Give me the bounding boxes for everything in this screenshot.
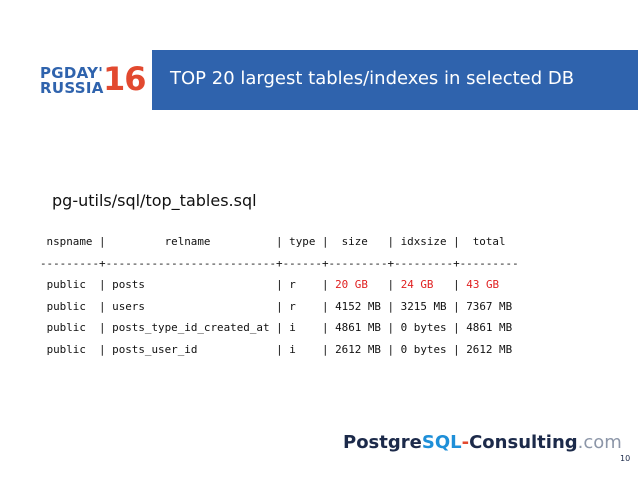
logo-text-russia: RUSSIA — [40, 79, 104, 97]
cell-type: i — [289, 321, 296, 334]
cell-total: 4861 MB — [466, 321, 513, 334]
brand-part-postgre: Postgre — [343, 432, 422, 453]
title-bar — [152, 50, 638, 110]
table-row: public | posts_type_id_created_at | i | … — [46, 321, 513, 334]
cell-idxsize: 3215 MB — [400, 299, 447, 313]
cell-idxsize: 0 bytes — [400, 321, 447, 334]
logo-text-pgday: PGDAY' — [40, 64, 104, 82]
cell-size: 4152 MB — [335, 299, 381, 313]
sql-output: nspname | relname | type | size | idxsiz… — [40, 231, 519, 360]
cell-idxsize: 24 GB — [400, 278, 434, 291]
brand-part-com: .com — [577, 432, 622, 453]
cell-type: i — [289, 342, 296, 356]
cell-total: 43 GB — [466, 278, 500, 291]
cell-idxsize: 0 bytes — [400, 342, 447, 356]
page-number: 10 — [620, 454, 631, 463]
cell-type: r — [289, 278, 296, 291]
table-row: public | posts | r | 20 GB | 24 GB | 43 … — [46, 278, 500, 291]
cell-size: 20 GB — [335, 278, 368, 291]
cell-relname: posts — [112, 278, 145, 291]
cell-nspname: public — [46, 278, 86, 291]
footer-brand-logo: PostgreSQL-Consulting.com — [343, 432, 622, 453]
brand-part-consulting: Consulting — [469, 432, 578, 453]
slide-title: TOP 20 largest tables/indexes in selecte… — [170, 68, 575, 89]
cell-relname: posts_type_id_created_at — [112, 321, 270, 334]
cell-total: 2612 MB — [466, 342, 513, 356]
table-row: public | users | r | 4152 MB | 3215 MB |… — [46, 299, 513, 313]
table-row: public | posts_user_id | i | 2612 MB | 0… — [46, 342, 513, 356]
cell-nspname: public — [46, 299, 86, 313]
cell-relname: posts_user_id — [112, 342, 198, 356]
cell-type: r — [289, 299, 296, 313]
sql-separator-row: ---------+--------------------------+---… — [40, 256, 519, 270]
cell-total: 7367 MB — [466, 299, 513, 313]
cell-size: 2612 MB — [335, 342, 381, 356]
logo-year: 16 — [103, 60, 147, 98]
cell-relname: users — [112, 299, 145, 313]
cell-nspname: public — [46, 321, 86, 334]
sql-header-row: nspname | relname | type | size | idxsiz… — [40, 235, 506, 248]
cell-nspname: public — [46, 342, 86, 356]
pgday-logo — [0, 50, 152, 110]
brand-part-sql: SQL — [421, 432, 462, 453]
cell-size: 4861 MB — [335, 321, 381, 334]
brand-part-dash: - — [461, 432, 470, 453]
slide-subtitle: pg-utils/sql/top_tables.sql — [52, 191, 257, 210]
